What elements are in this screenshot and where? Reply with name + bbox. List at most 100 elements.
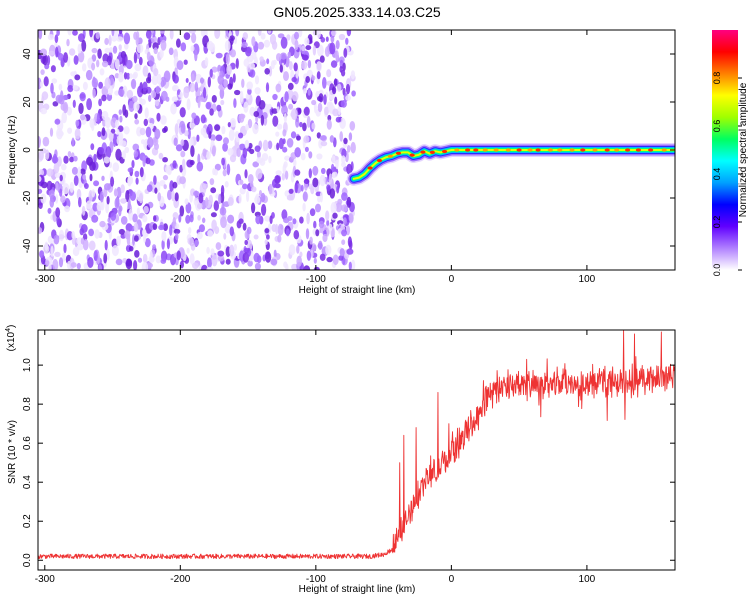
noise-blob [55, 46, 59, 58]
noise-blob [296, 255, 303, 267]
noise-blob [97, 48, 102, 59]
noise-blob [125, 258, 133, 270]
noise-blob [293, 62, 298, 72]
noise-blob [316, 71, 321, 80]
noise-blob [38, 188, 43, 194]
noise-blob [326, 184, 331, 191]
noise-blob [191, 73, 195, 83]
noise-blob [55, 194, 59, 204]
noise-blob [147, 136, 154, 148]
noise-blob [332, 254, 339, 266]
noise-blob [207, 257, 212, 269]
ridge-peak [420, 150, 426, 154]
noise-blob [154, 187, 158, 194]
colorbar-tick-label: 0.0 [712, 264, 722, 277]
noise-blob [142, 65, 149, 77]
noise-blob [132, 95, 138, 103]
noise-blob [104, 183, 111, 191]
noise-blob [217, 250, 225, 257]
noise-blob [330, 60, 338, 68]
noise-blob [97, 131, 102, 138]
noise-blob [115, 258, 123, 266]
noise-blob [58, 95, 65, 105]
noise-blob [294, 31, 299, 40]
noise-blob [131, 78, 137, 90]
noise-blob [129, 191, 136, 201]
noise-blob [264, 228, 270, 234]
noise-blob [105, 201, 109, 214]
noise-blob [337, 83, 342, 92]
noise-blob [308, 37, 313, 44]
noise-blob [179, 164, 183, 173]
ridge-peak [376, 158, 383, 163]
noise-blob [144, 238, 151, 248]
spectrogram-x-tick-label: -100 [306, 274, 326, 285]
noise-blob [118, 44, 122, 51]
noise-blob [105, 146, 112, 159]
noise-blob [210, 212, 217, 218]
noise-blob [296, 135, 301, 141]
noise-blob [341, 204, 348, 212]
noise-blob [145, 157, 151, 165]
noise-blob [189, 214, 194, 223]
noise-blob [330, 35, 335, 43]
noise-blob [74, 74, 81, 81]
noise-blob [318, 139, 323, 149]
ridge-peak [409, 153, 415, 157]
noise-blob [190, 45, 195, 52]
noise-blob [306, 212, 310, 225]
noise-blob [264, 68, 271, 75]
noise-blob [54, 172, 62, 178]
noise-blob [216, 104, 222, 112]
noise-blob [167, 189, 172, 201]
noise-blob [64, 205, 70, 213]
noise-blob [302, 202, 306, 212]
snr-y-tick-label: 1.0 [22, 358, 33, 372]
noise-blob [40, 107, 48, 115]
noise-blob [104, 47, 111, 54]
noise-blob [214, 30, 221, 39]
noise-blob [241, 41, 248, 48]
noise-blob [197, 153, 201, 165]
snr-x-tick-label: 0 [449, 574, 455, 585]
noise-blob [253, 252, 260, 263]
noise-blob [312, 45, 317, 56]
spectrogram-y-label: Frequency (Hz) [7, 116, 18, 185]
noise-blob [118, 109, 123, 115]
spectrogram-x-label: Height of straight line (km) [299, 285, 416, 296]
noise-blob [324, 46, 330, 57]
noise-blob [251, 202, 256, 214]
noise-blob [318, 93, 324, 103]
noise-blob [287, 51, 292, 58]
noise-blob [78, 102, 84, 115]
noise-blob [67, 85, 74, 93]
noise-blob [319, 135, 327, 141]
noise-blob [127, 199, 131, 209]
noise-blob [180, 150, 186, 158]
noise-blob [189, 253, 195, 265]
noise-blob [72, 30, 78, 36]
spectrogram-y-tick-label: 20 [22, 96, 33, 108]
noise-blob [301, 45, 306, 52]
noise-blob [254, 145, 261, 152]
noise-blob [288, 244, 296, 256]
noise-blob [38, 176, 42, 182]
noise-blob [114, 188, 118, 197]
noise-blob [328, 173, 333, 185]
noise-blob [284, 170, 289, 180]
noise-blob [326, 119, 332, 130]
noise-blob [325, 36, 329, 42]
noise-blob [328, 102, 334, 114]
noise-blob [133, 52, 138, 64]
noise-blob [217, 254, 225, 262]
noise-blob [315, 203, 321, 213]
noise-blob [277, 223, 284, 236]
noise-blob [133, 222, 139, 232]
noise-blob [76, 262, 81, 270]
noise-blob [80, 237, 85, 245]
noise-blob [283, 71, 289, 82]
snr-scale-open: (x10 [6, 331, 17, 351]
snr-y-tick-label: 0.0 [22, 553, 33, 567]
noise-blob [268, 183, 273, 195]
noise-blob [335, 202, 343, 213]
